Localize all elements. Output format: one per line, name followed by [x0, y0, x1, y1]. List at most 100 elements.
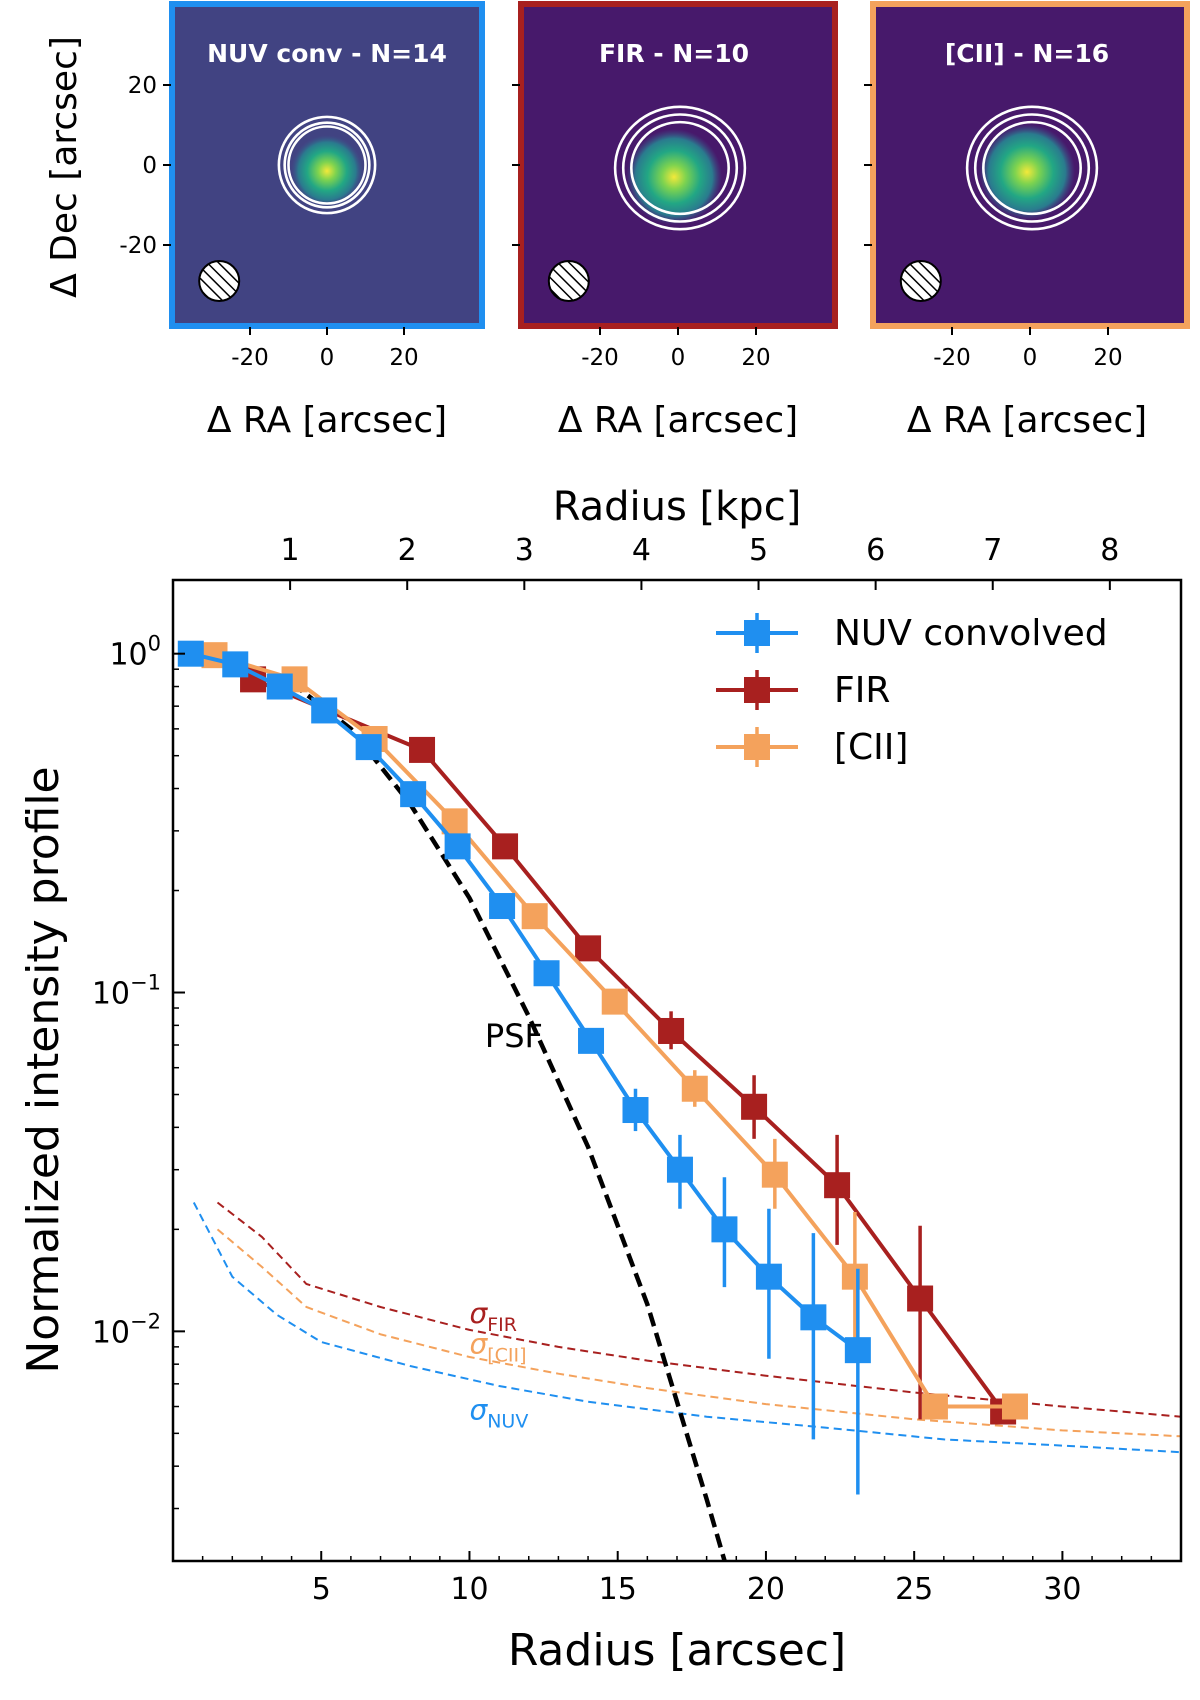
x-tick-label: 0 — [1023, 345, 1038, 371]
x-tick-label: 30 — [1043, 1572, 1081, 1607]
data-point — [907, 1285, 934, 1312]
contour-line — [965, 105, 1099, 231]
data-point — [841, 1263, 868, 1290]
psf-label: PSF — [485, 1017, 543, 1055]
y-tick-label: 100 — [109, 632, 161, 673]
legend-marker-fir — [744, 677, 770, 703]
data-point — [409, 736, 436, 763]
x-tick-label: 5 — [312, 1572, 331, 1607]
x-tick-label: -20 — [581, 345, 619, 371]
profile-series — [177, 640, 1028, 1495]
data-point — [575, 935, 602, 962]
series-line-nuvconvolved — [190, 651, 859, 1352]
contour-line — [982, 120, 1082, 216]
profile-top-xlabel: Radius [kpc] — [553, 484, 802, 530]
data-point — [755, 1263, 782, 1290]
data-point — [492, 833, 519, 860]
data-point — [578, 1027, 605, 1054]
x-tick-label: 20 — [741, 345, 770, 371]
noise-curve-nuv — [192, 1202, 1181, 1454]
legend-label-fir: FIR — [834, 670, 890, 711]
panel-nuv-frame — [169, 1, 485, 329]
data-point — [824, 1172, 851, 1199]
panel-cii-contours — [965, 105, 1099, 231]
profile-top-ticks: 1 2 3 4 5 6 7 8 — [281, 533, 1119, 590]
data-point — [222, 651, 249, 678]
panel-nuv: NUV conv - N=14 -20 0 20 -20 0 20 Δ RA [arcs… — [44, 1, 485, 441]
contour-line — [973, 113, 1091, 223]
panel-nuv-xticks: -20 0 20 — [231, 327, 419, 371]
x-tick-label: 20 — [1093, 345, 1122, 371]
top-tick-label: 1 — [281, 533, 300, 568]
data-point — [266, 673, 293, 700]
top-tick-label: 7 — [983, 533, 1002, 568]
data-point — [400, 781, 427, 808]
top-tick-label: 6 — [866, 533, 885, 568]
profile-ylabel: Normalized intensity profile — [18, 766, 69, 1373]
data-point — [741, 1093, 768, 1120]
panel-fir-source-blob — [626, 129, 722, 225]
data-point — [666, 1156, 693, 1183]
x-tick-label: 10 — [450, 1572, 488, 1607]
data-point — [355, 734, 382, 761]
panel-cii-source-blob — [979, 124, 1075, 220]
x-tick-label: 0 — [320, 345, 335, 371]
data-point — [533, 960, 560, 987]
data-point — [489, 893, 516, 920]
panel-fir-beam-icon — [547, 260, 590, 302]
x-tick-label: 15 — [599, 1572, 637, 1607]
data-point — [711, 1216, 738, 1243]
x-tick-label: 25 — [895, 1572, 933, 1607]
x-tick-label: 20 — [747, 1572, 785, 1607]
data-point — [844, 1337, 871, 1364]
panel-nuv-beam-icon — [198, 260, 241, 302]
panel-nuv-source-blob — [291, 135, 363, 207]
noise-curve-cii — [216, 1228, 1181, 1438]
contour-line — [287, 125, 367, 205]
x-tick-label: 0 — [671, 345, 686, 371]
contour-line — [630, 120, 730, 216]
panel-nuv-ylabel: Δ Dec [arcsec] — [44, 36, 85, 298]
contour-line — [283, 121, 371, 209]
series-nuvconvolved — [177, 640, 871, 1495]
data-point — [800, 1304, 827, 1331]
panel-fir-xticks: -20 0 20 — [581, 327, 771, 371]
top-tick-label: 8 — [1100, 533, 1119, 568]
data-point — [444, 833, 471, 860]
data-point — [761, 1161, 788, 1188]
series-fir — [240, 666, 1017, 1425]
profile-noise-curves — [192, 1201, 1181, 1454]
noise-label-nuv: σNUV — [469, 1393, 528, 1432]
panel-cii-xticks: -20 0 20 — [933, 327, 1123, 371]
panel-cii-title: [CII] - N=16 — [945, 39, 1109, 68]
top-tick-label: 4 — [632, 533, 651, 568]
panel-nuv-contours — [277, 115, 377, 215]
panel-cii-beam-icon — [899, 260, 942, 302]
contour-line — [621, 113, 739, 223]
legend-marker-cii — [744, 734, 770, 760]
profile-xlabel: Radius [arcsec] — [508, 1625, 846, 1676]
panel-cii-frame — [870, 1, 1190, 329]
data-point — [658, 1017, 685, 1044]
y-tick-label: 10−1 — [92, 971, 161, 1012]
data-point — [521, 903, 548, 930]
top-tick-label: 3 — [515, 533, 534, 568]
profile-y-ticks: 100 10−1 10−2 — [92, 632, 185, 1510]
panel-fir: FIR - N=10 -20 0 20 Δ RA [arcsec] — [512, 1, 838, 441]
data-point — [601, 988, 628, 1015]
y-tick-label: 0 — [142, 153, 157, 179]
panel-fir-title: FIR - N=10 — [599, 39, 749, 68]
y-tick-label: -20 — [119, 233, 157, 259]
contour-line — [277, 115, 377, 215]
legend-label-nuvconvolved: NUV convolved — [834, 613, 1108, 654]
data-point — [622, 1097, 649, 1124]
x-tick-label: -20 — [231, 345, 269, 371]
top-tick-label: 5 — [749, 533, 768, 568]
top-tick-label: 2 — [398, 533, 417, 568]
contour-line — [613, 105, 747, 231]
x-tick-label: -20 — [933, 345, 971, 371]
panel-fir-frame — [518, 1, 838, 329]
data-point — [311, 697, 338, 724]
